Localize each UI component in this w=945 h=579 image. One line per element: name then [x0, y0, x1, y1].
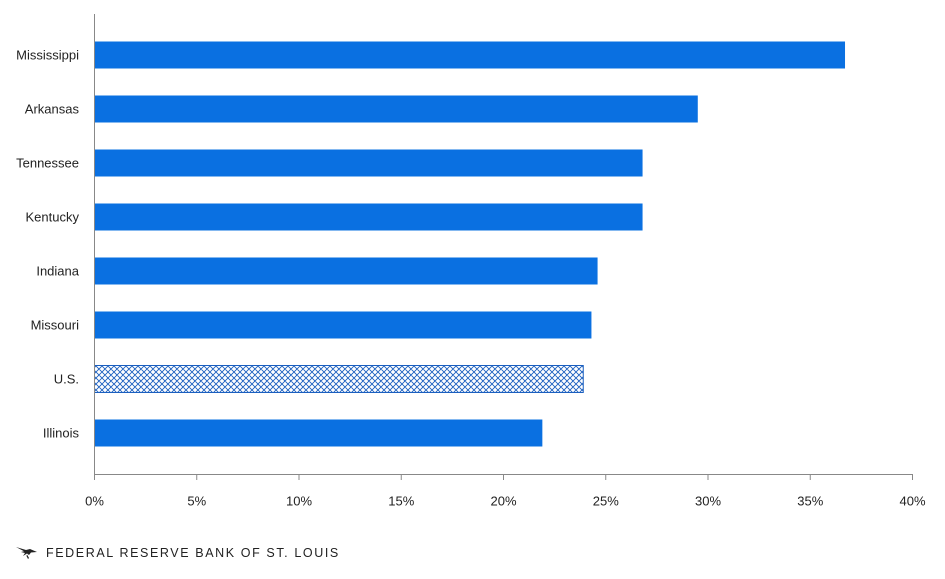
- bar-arkansas: [94, 95, 698, 123]
- bars-layer: [94, 41, 846, 447]
- bar-tennessee: [94, 149, 643, 177]
- category-label-tennessee: Tennessee: [16, 156, 79, 171]
- category-label-missouri: Missouri: [31, 318, 80, 333]
- x-tick-label: 20%: [490, 494, 516, 509]
- x-tick-label: 30%: [695, 494, 721, 509]
- category-label-mississippi: Mississippi: [16, 48, 79, 63]
- bar-u-s: [94, 365, 584, 393]
- bar-illinois: [94, 419, 543, 447]
- eagle-icon: [16, 547, 37, 559]
- x-tick-label: 5%: [187, 494, 206, 509]
- category-label-arkansas: Arkansas: [25, 102, 80, 117]
- bar-chart: Mississippi Arkansas Tennessee Kentucky Indi…: [16, 14, 926, 509]
- x-tick-label: 15%: [388, 494, 414, 509]
- x-tick-label: 35%: [797, 494, 823, 509]
- category-label-indiana: Indiana: [36, 264, 79, 279]
- x-tick-label: 25%: [593, 494, 619, 509]
- bar-missouri: [94, 311, 592, 339]
- x-tick-label: 40%: [899, 494, 925, 509]
- x-axis-ticks: 0% 5% 10% 15% 20% 25% 30% 35% 40%: [85, 474, 926, 509]
- bar-mississippi: [94, 41, 846, 69]
- bar-indiana: [94, 257, 598, 285]
- bar-kentucky: [94, 203, 643, 231]
- x-tick-label: 0%: [85, 494, 104, 509]
- x-tick-label: 10%: [286, 494, 312, 509]
- category-labels: Mississippi Arkansas Tennessee Kentucky Indi…: [16, 48, 80, 441]
- category-label-kentucky: Kentucky: [26, 210, 80, 225]
- footer-brand-text: FEDERAL RESERVE BANK OF ST. LOUIS: [46, 546, 340, 560]
- footer: FEDERAL RESERVE BANK OF ST. LOUIS: [16, 546, 340, 560]
- category-label-u-s: U.S.: [54, 372, 79, 387]
- category-label-illinois: Illinois: [43, 426, 80, 441]
